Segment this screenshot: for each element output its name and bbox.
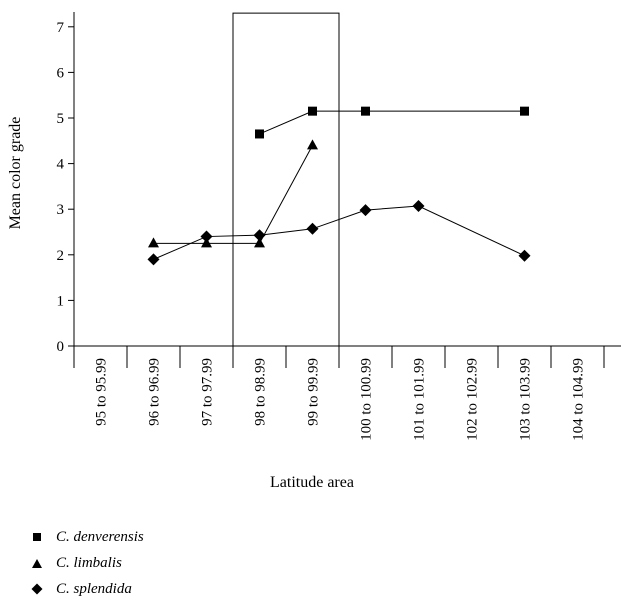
y-tick-label: 2 — [57, 248, 65, 264]
y-tick-label: 3 — [57, 202, 65, 218]
data-point-triangle — [254, 237, 265, 248]
line-chart: 0 1 2 3 4 5 6 7 95 to 95.99 96 to 96.99 97 to 97.9… — [7, 12, 621, 491]
data-point-square — [361, 106, 370, 116]
square-marker-icon — [28, 532, 46, 542]
y-tick-label: 0 — [57, 339, 65, 355]
axes: 0 1 2 3 4 5 6 7 95 to 95.99 96 to 96.99 97 to 97.9… — [57, 12, 621, 441]
y-tick-label: 7 — [57, 20, 65, 36]
highlight-box — [232, 12, 340, 347]
y-axis-title: Mean color grade — [7, 117, 24, 230]
legend-label: C. splendida — [56, 580, 132, 597]
legend-item-splendida: C. splendida — [28, 576, 144, 602]
x-tick-label: 102 to 102.99 — [465, 358, 481, 441]
x-tick-label: 96 to 96.99 — [147, 358, 163, 426]
legend-label: C. limbalis — [56, 554, 122, 571]
y-tick-label: 4 — [57, 157, 65, 173]
series-square — [255, 106, 529, 139]
x-tick-label: 95 to 95.99 — [94, 358, 110, 426]
y-tick-label: 1 — [57, 293, 65, 309]
data-point-diamond — [306, 222, 319, 235]
x-tick-label: 98 to 98.99 — [253, 358, 269, 426]
data-point-square — [308, 106, 317, 116]
x-tick-label: 97 to 97.99 — [200, 358, 216, 426]
data-point-triangle — [148, 237, 159, 248]
x-tick-label: 100 to 100.99 — [359, 358, 375, 441]
diamond-marker-icon — [28, 583, 46, 595]
x-tick-label: 104 to 104.99 — [571, 358, 587, 441]
triangle-marker-icon — [28, 558, 46, 569]
series-diamond — [147, 200, 531, 266]
series-line — [259, 110, 525, 135]
data-point-diamond — [147, 253, 160, 266]
highlight-box-layer — [232, 12, 340, 347]
data-point-diamond — [200, 230, 213, 243]
legend: C. denverensis C. limbalis C. splendida — [28, 524, 144, 602]
legend-label: C. denverensis — [56, 528, 144, 545]
data-point-square — [255, 129, 264, 139]
data-point-diamond — [518, 249, 531, 262]
x-tick-label: 103 to 103.99 — [518, 358, 534, 441]
legend-item-limbalis: C. limbalis — [28, 550, 144, 576]
series-line — [153, 145, 313, 244]
data-point-square — [520, 106, 529, 116]
y-tick-label: 6 — [57, 65, 65, 81]
x-tick-label: 99 to 99.99 — [306, 358, 322, 426]
x-tick-label: 101 to 101.99 — [412, 358, 428, 441]
data-point-diamond — [359, 204, 372, 217]
series-layer — [147, 106, 531, 266]
y-tick-label: 5 — [57, 111, 65, 127]
data-point-triangle — [307, 139, 318, 150]
data-point-diamond — [412, 200, 425, 213]
legend-item-denverensis: C. denverensis — [28, 524, 144, 550]
data-point-diamond — [253, 229, 266, 242]
x-axis-title: Latitude area — [270, 474, 354, 491]
